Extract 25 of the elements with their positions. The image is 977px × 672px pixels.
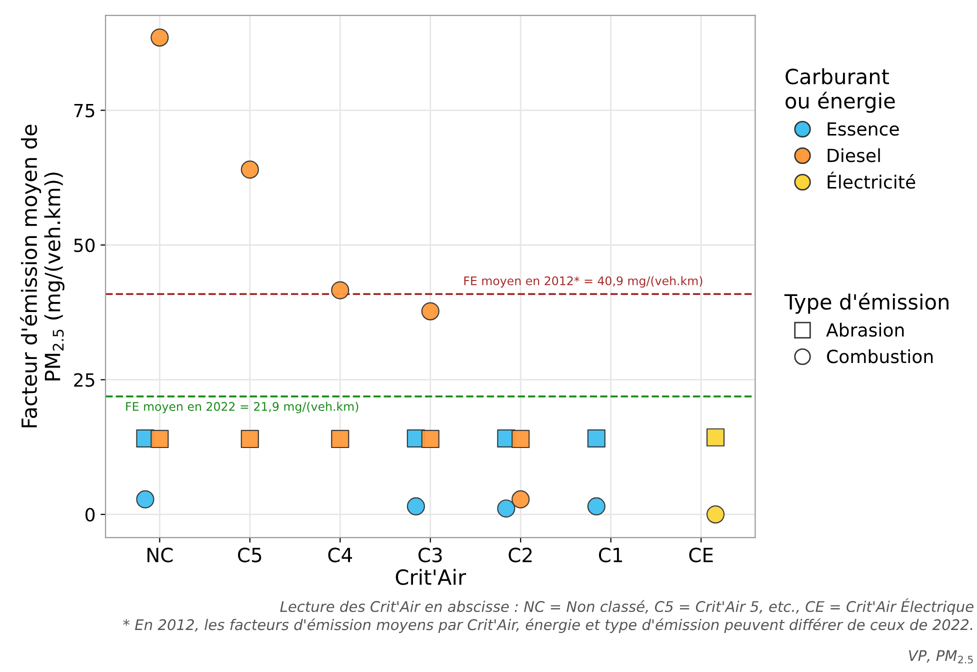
ref-line-label: FE moyen en 2022 = 21,9 mg/(veh.km) xyxy=(126,402,358,414)
y-axis-title: Facteur d'émission moyen de PM$_{2.5}$ (mg/(veh.km)) xyxy=(20,124,64,428)
y-tick-label: 50 xyxy=(74,238,95,252)
legend-label: Électricité xyxy=(828,172,916,189)
x-tick-label: C2 xyxy=(508,548,532,562)
x-tick-label: CE xyxy=(689,548,713,562)
x-axis-title: Crit'Air xyxy=(396,568,466,586)
x-tick-label: C1 xyxy=(598,548,622,562)
text: Abrasion xyxy=(826,322,904,337)
legend-label: Diesel xyxy=(828,148,880,162)
legend-label: Essence xyxy=(828,122,899,136)
text: Combustion xyxy=(827,349,933,364)
text: Carburant ou énergie xyxy=(786,68,895,113)
text: * En 2012, les facteurs d'émission moyens par Crit'Air, énergie et type d'émission peuvent différer de ceux de 2022. xyxy=(123,618,972,634)
text: Type d'émission xyxy=(784,292,948,314)
x-tick-label: C5 xyxy=(238,548,262,562)
y-tick-label: 75 xyxy=(74,104,94,118)
x-tick-label: C3 xyxy=(418,548,442,562)
x-tick-label: C4 xyxy=(328,548,352,562)
text: Lecture des Crit'Air en abscisse : NC = Non classé, C5 = Crit'Air 5, etc., CE = Crit'Air Électrique xyxy=(280,598,974,615)
ref-line-label: FE moyen en 2012* = 40,9 mg/(veh.km) xyxy=(464,276,702,288)
y-tick-label: 25 xyxy=(74,373,94,387)
y-tick-label: 0 xyxy=(85,508,95,522)
x-tick-label: NC xyxy=(148,548,173,562)
text: VP, PM$_{2.5}$ xyxy=(909,650,973,664)
